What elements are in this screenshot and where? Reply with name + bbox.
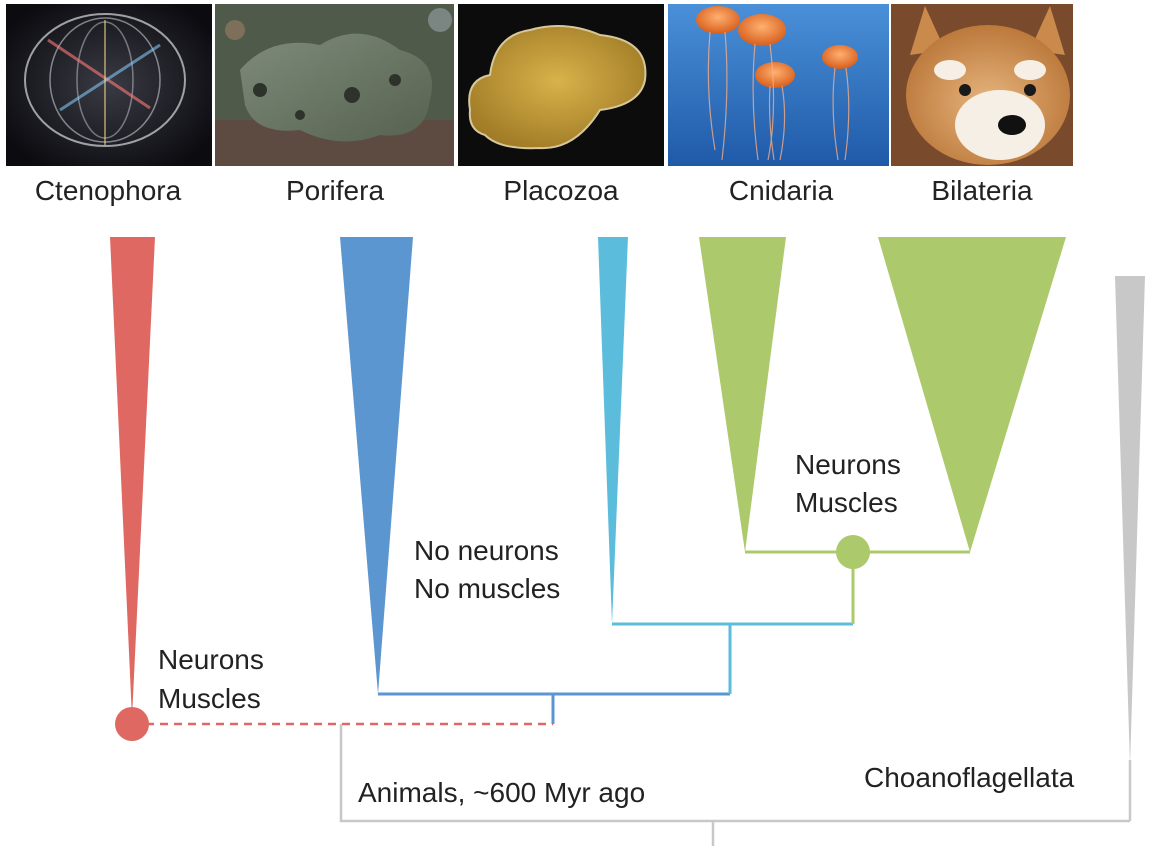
cnidaria-bilateria-branch — [699, 237, 1066, 624]
porifera-branch — [340, 237, 730, 724]
ctenophora-annotation-line1: Neurons — [158, 644, 264, 675]
taxon-label-placozoa: Placozoa — [503, 175, 619, 206]
placozoa-wedge — [598, 237, 628, 624]
photo-shiba-dog — [891, 4, 1073, 166]
taxon-label-bilateria: Bilateria — [931, 175, 1033, 206]
taxon-label-porifera: Porifera — [286, 175, 384, 206]
cnidaria-annotation-line2: Muscles — [795, 487, 898, 518]
placozoa-branch — [598, 237, 853, 694]
choanoflagellata-branch — [339, 276, 1145, 846]
porifera-annotation-line1: No neurons — [414, 535, 559, 566]
cnidaria-wedge — [699, 237, 786, 552]
photo-comb-jelly — [6, 4, 212, 166]
porifera-wedge — [340, 237, 413, 694]
ctenophora-wedge — [110, 237, 155, 718]
taxon-label-choanoflagellata: Choanoflagellata — [864, 762, 1075, 793]
ctenophora-annotation-line2: Muscles — [158, 683, 261, 714]
ctenophora-origin-node — [115, 707, 149, 741]
root-annotation: Animals, ~600 Myr ago — [358, 777, 645, 808]
taxon-label-cnidaria: Cnidaria — [729, 175, 834, 206]
choanoflagellata-wedge — [1115, 276, 1145, 766]
photo-jellyfish — [668, 4, 889, 166]
photo-trichoplax — [458, 4, 664, 166]
taxon-label-ctenophora: Ctenophora — [35, 175, 182, 206]
cnidaria-annotation-line1: Neurons — [795, 449, 901, 480]
cnidaria-bilateria-origin-node — [836, 535, 870, 569]
photo-sea-sponge — [215, 4, 454, 166]
bilateria-wedge — [878, 237, 1066, 552]
ctenophora-branch — [110, 237, 553, 741]
porifera-annotation-line2: No muscles — [414, 573, 560, 604]
